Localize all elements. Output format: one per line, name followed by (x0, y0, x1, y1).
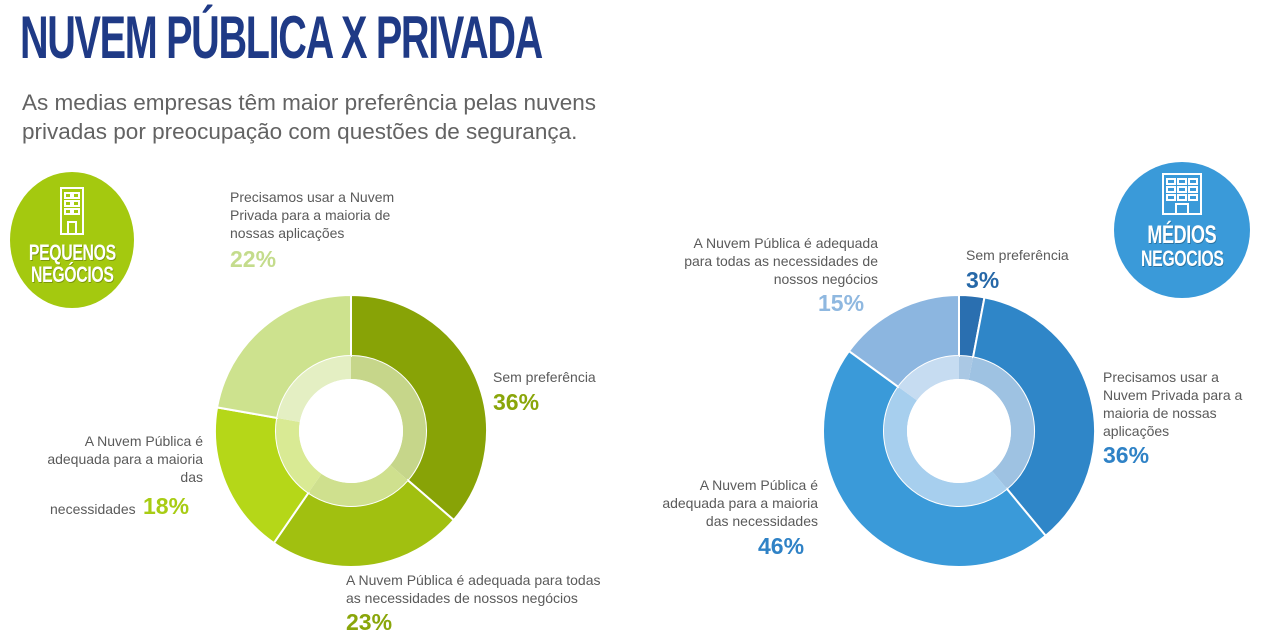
mid-donut-center-hole (907, 379, 1011, 483)
medium-business-badge: MÉDIOS NEGOCIOS (1114, 162, 1250, 298)
small-donut-inner-slice-3 (277, 356, 351, 422)
pct-small-privada: 22% (230, 246, 277, 272)
small-donut-inner-slice-1 (308, 465, 408, 506)
label-small-sem: Sem preferência (493, 369, 596, 385)
label-mid-privada: Precisamos usar a Nuvem Privada para a m… (1103, 369, 1243, 439)
label-mid-sem: Sem preferência (966, 247, 1069, 263)
page-title: NUVEM PÚBLICA X PRIVADA (20, 4, 543, 71)
label-small-todas: A Nuvem Pública é adequada para todas as… (346, 572, 601, 606)
pct-small-sem: 36% (493, 389, 540, 415)
label-small-privada: Precisamos usar a Nuvem Privada para a m… (230, 189, 395, 241)
badge-label-line2: NEGOCIOS (1140, 246, 1224, 271)
pct-small-todas: 23% (346, 609, 393, 635)
small-donut-inner-slice-0 (351, 356, 426, 481)
badge-label-line1: MÉDIOS (1147, 221, 1217, 249)
pct-mid-maioria: 46% (758, 533, 805, 559)
page-subtitle: As medias empresas têm maior preferência… (22, 90, 597, 144)
pct-small-maioria: 18% (143, 493, 190, 519)
badge-label-line2: NEGÓCIOS (30, 262, 114, 287)
label-mid-todas: A Nuvem Pública é adequada para todas as… (684, 235, 878, 287)
mid-donut-inner-slice-3 (898, 356, 959, 401)
mid-donut-inner-slice-1 (968, 357, 1034, 489)
mid-donut-inner-slice-2 (884, 386, 1007, 506)
medium-business-donut-chart (822, 293, 1096, 568)
building-icon (60, 187, 84, 235)
pct-mid-todas: 15% (818, 290, 865, 316)
mid-donut-inner-slice-0 (959, 356, 974, 380)
pct-mid-sem: 3% (966, 267, 1000, 293)
pct-mid-privada: 36% (1103, 442, 1150, 468)
small-business-donut-chart (214, 293, 488, 568)
badge-label-line1: PEQUENOS (28, 240, 116, 265)
label-small-maioria: A Nuvem Pública é adequada para a maiori… (47, 433, 203, 485)
small-business-badge: PEQUENOS NEGÓCIOS (10, 172, 134, 308)
small-donut-center-hole (299, 379, 403, 483)
label-small-maioria-last: necessidades (50, 501, 136, 517)
small-donut-inner-slice-2 (276, 417, 322, 493)
label-mid-maioria: A Nuvem Pública é adequada para a maiori… (662, 477, 818, 529)
office-building-icon (1162, 173, 1202, 215)
